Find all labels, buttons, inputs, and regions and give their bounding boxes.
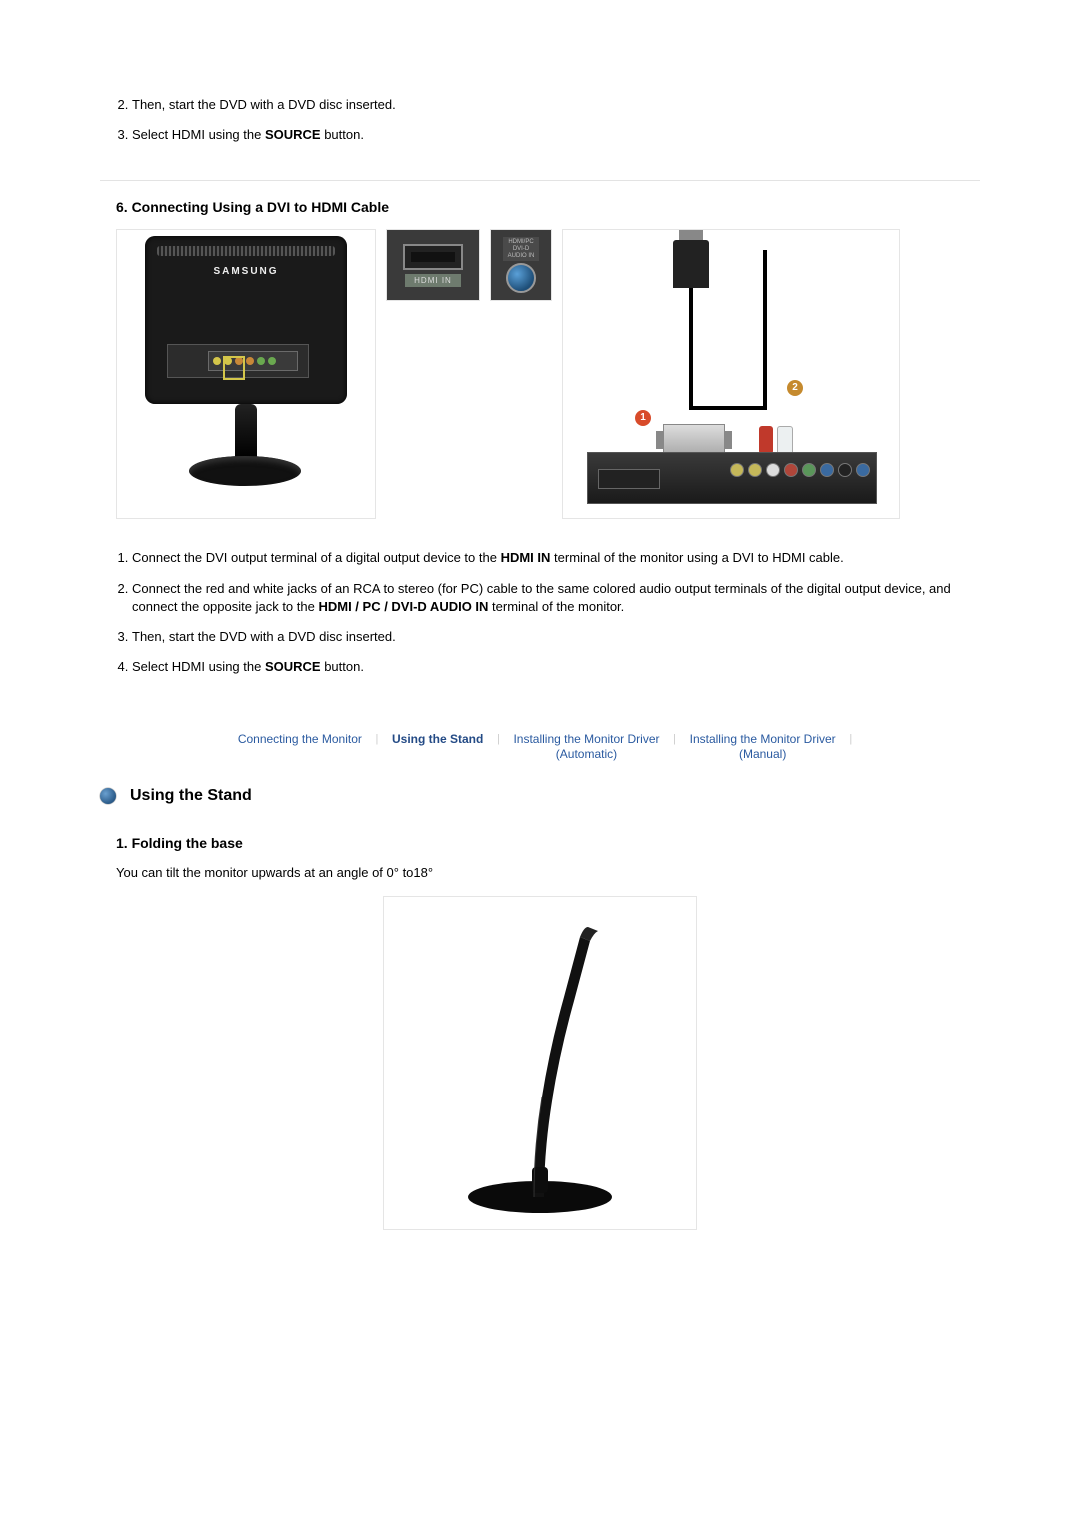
port-icon: [766, 463, 780, 477]
section6-steps: Connect the DVI output terminal of a dig…: [132, 543, 980, 682]
nav-label: Using the Stand: [392, 732, 483, 746]
figure-monitor-rear: SAMSUNG: [116, 229, 376, 519]
hdmi-slot-icon: [403, 244, 463, 270]
list-item: Connect the DVI output terminal of a dig…: [132, 543, 980, 573]
port-icon: [802, 463, 816, 477]
port-icon: [838, 463, 852, 477]
audio-jack-icon: [506, 263, 536, 293]
bold-term: SOURCE: [265, 659, 321, 674]
list-text: Select HDMI using the: [132, 659, 265, 674]
section-nav: Connecting the Monitor | Using the Stand…: [100, 732, 980, 761]
figure-stand-tilt: [383, 896, 697, 1230]
section-title: Using the Stand: [130, 787, 252, 805]
monitor-body: SAMSUNG: [145, 236, 347, 404]
port-icon: [268, 357, 276, 365]
page: Then, start the DVD with a DVD disc inse…: [0, 0, 1080, 1528]
list-text: Select HDMI using the: [132, 127, 265, 142]
figure-hdmi-port: HDMI IN: [386, 229, 480, 301]
audio-label: HDMI/PC DVI-D AUDIO IN: [503, 237, 539, 261]
list-text: terminal of the monitor using a DVI to H…: [550, 550, 843, 565]
list-text: Then, start the DVD with a DVD disc inse…: [132, 629, 396, 644]
nav-separator-icon: |: [673, 732, 676, 747]
port-icon: [856, 463, 870, 477]
figure-row: SAMSUNG HDMI IN: [116, 229, 980, 519]
list-text: button.: [321, 659, 364, 674]
port-icon: [730, 463, 744, 477]
dvd-player-icon: [587, 452, 877, 504]
dvd-slot-icon: [598, 469, 660, 489]
list-item: Connect the red and white jacks of an RC…: [132, 574, 980, 622]
nav-link-install-driver-manual[interactable]: Installing the Monitor Driver (Manual): [680, 732, 846, 761]
callout-badge-2: 2: [787, 380, 803, 396]
nav-link-using-stand[interactable]: Using the Stand: [382, 732, 493, 746]
section-header: Using the Stand: [100, 787, 980, 805]
list-item: Select HDMI using the SOURCE button.: [132, 652, 980, 682]
figure-connection-diagram: 1 2: [562, 229, 900, 519]
bullet-icon: [100, 788, 116, 804]
list-item: Then, start the DVD with a DVD disc inse…: [132, 622, 980, 652]
cable-icon: [763, 250, 767, 408]
cable-icon: [689, 288, 693, 408]
port-icon: [257, 357, 265, 365]
nav-label: Installing the Monitor Driver: [513, 732, 659, 746]
port-icon: [820, 463, 834, 477]
stand-svg-icon: [384, 897, 696, 1229]
figure-col: HDMI IN: [386, 229, 480, 301]
section6-heading: 6. Connecting Using a DVI to HDMI Cable: [116, 199, 980, 215]
dvd-ports: [730, 463, 870, 477]
nav-label: Installing the Monitor Driver: [690, 732, 836, 746]
port-icon: [246, 357, 254, 365]
list-text: Connect the DVI output terminal of a dig…: [132, 550, 501, 565]
highlight-box-icon: [223, 356, 245, 380]
nav-label: Connecting the Monitor: [238, 732, 362, 746]
port-strip: [208, 351, 298, 371]
list-item: Then, start the DVD with a DVD disc inse…: [132, 90, 980, 120]
stand-subhead: 1. Folding the base: [116, 835, 980, 851]
monitor-stem: [235, 404, 257, 458]
bold-term: HDMI IN: [501, 550, 551, 565]
nav-separator-icon: |: [849, 732, 852, 747]
bold-term: SOURCE: [265, 127, 321, 142]
callout-badge-1: 1: [635, 410, 651, 426]
rca-red-icon: [759, 426, 773, 454]
nav-separator-icon: |: [497, 732, 500, 747]
port-icon: [213, 357, 221, 365]
nav-separator-icon: |: [376, 732, 379, 747]
bold-term: HDMI / PC / DVI-D AUDIO IN: [318, 599, 488, 614]
list-text: Then, start the DVD with a DVD disc inse…: [132, 97, 396, 112]
nav-sublabel: (Manual): [690, 747, 836, 761]
monitor-brand: SAMSUNG: [145, 266, 347, 277]
nav-link-connecting-monitor[interactable]: Connecting the Monitor: [228, 732, 372, 746]
hdmi-plug-icon: [673, 240, 709, 288]
nav-link-install-driver-auto[interactable]: Installing the Monitor Driver (Automatic…: [503, 732, 669, 761]
list-text: terminal of the monitor.: [488, 599, 624, 614]
figure-audio-port: HDMI/PC DVI-D AUDIO IN: [490, 229, 552, 301]
stand-body-text: You can tilt the monitor upwards at an a…: [116, 865, 980, 880]
monitor-base: [189, 456, 301, 486]
divider: [100, 180, 980, 181]
list-item: Select HDMI using the SOURCE button.: [132, 120, 980, 150]
port-icon: [784, 463, 798, 477]
hdmi-label: HDMI IN: [405, 274, 461, 287]
top-continued-list: Then, start the DVD with a DVD disc inse…: [132, 90, 980, 150]
figure-col: HDMI/PC DVI-D AUDIO IN: [490, 229, 552, 301]
nav-sublabel: (Automatic): [513, 747, 659, 761]
port-icon: [748, 463, 762, 477]
list-text: button.: [321, 127, 364, 142]
cable-icon: [689, 406, 767, 410]
monitor-vent: [157, 246, 335, 256]
